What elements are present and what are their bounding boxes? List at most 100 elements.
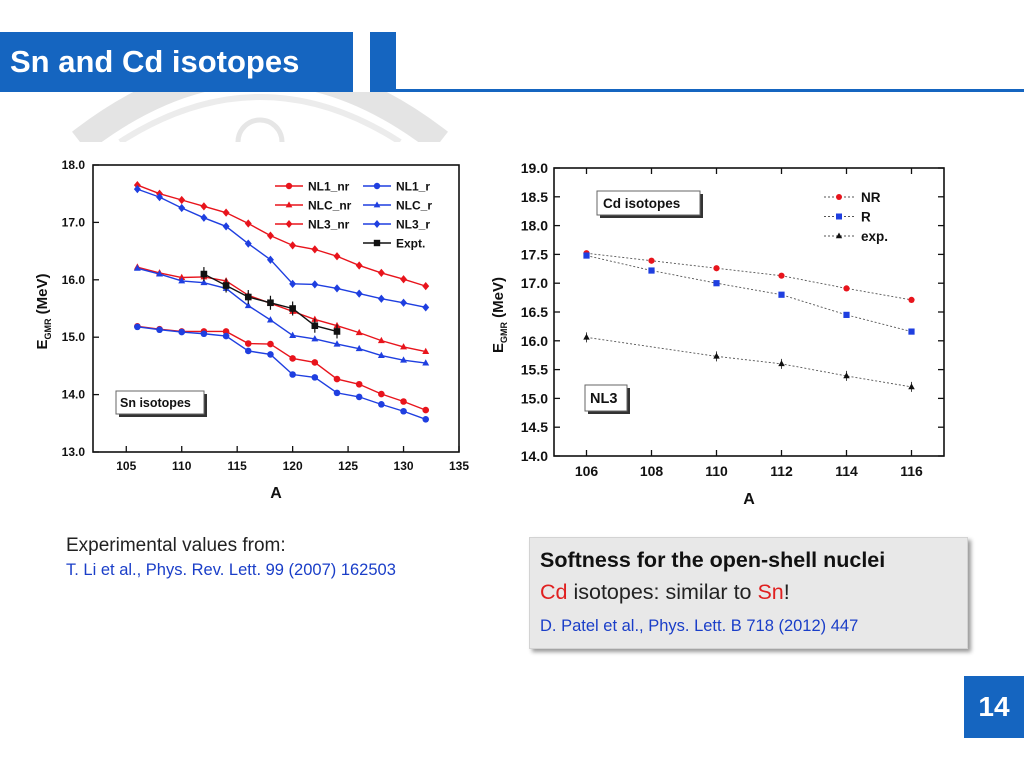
- data-point: [908, 328, 915, 335]
- series-nl3-nr: [133, 180, 430, 291]
- data-point: [267, 299, 274, 307]
- title-underline: [396, 89, 1024, 92]
- y-tick-label: 18.5: [521, 189, 548, 205]
- y-axis-label: EGMR (MeV): [34, 273, 53, 349]
- data-point: [200, 330, 208, 338]
- x-axis-label: A: [270, 485, 282, 502]
- data-point: [355, 261, 363, 270]
- data-point: [222, 208, 230, 217]
- data-point: [377, 351, 385, 359]
- data-point: [843, 285, 850, 292]
- y-tick-label: 16.0: [62, 273, 86, 287]
- legend-label: NL3_nr: [308, 218, 350, 232]
- data-point: [333, 389, 341, 397]
- note-reference: D. Patel et al., Phys. Lett. B 718 (2012…: [540, 617, 859, 635]
- series-nl3-r: [133, 184, 430, 312]
- annotation-text: Sn isotopes: [120, 396, 191, 410]
- data-point: [843, 372, 850, 379]
- sn-annotation: Sn isotopes: [115, 390, 207, 417]
- data-point: [289, 241, 297, 250]
- note-sn: Sn: [757, 580, 784, 604]
- series-line: [586, 255, 912, 333]
- y-tick-label: 15.0: [521, 390, 548, 406]
- x-tick-label: 108: [640, 463, 664, 479]
- note-middle: isotopes: similar to: [567, 580, 758, 604]
- cd-isotopes-chart: 14.0 14.5 15.0 15.5 16.0 16.5 17.0 17.5 18.0 18.5…: [490, 160, 945, 508]
- legend-marker: [836, 213, 842, 220]
- data-point: [778, 272, 785, 279]
- y-axis-label-unit: (MeV): [490, 277, 507, 322]
- y-axis-label-main: E: [490, 343, 507, 353]
- series-nr: [583, 250, 915, 304]
- data-point: [583, 333, 590, 340]
- data-point: [400, 356, 408, 363]
- annotation-box: [115, 390, 205, 415]
- data-point: [377, 294, 385, 303]
- data-point: [311, 374, 319, 381]
- data-point: [156, 326, 163, 334]
- data-point: [377, 336, 385, 344]
- experimental-reference: T. Li et al., Phys. Rev. Lett. 99 (2007)…: [66, 561, 396, 579]
- series-r: [583, 252, 915, 335]
- data-point: [222, 222, 230, 231]
- data-point: [422, 347, 430, 355]
- data-point: [133, 184, 141, 194]
- title-accent-block: [370, 32, 396, 92]
- data-point: [222, 282, 230, 289]
- data-point: [778, 360, 785, 367]
- data-point: [266, 316, 274, 323]
- data-point: [333, 284, 341, 293]
- data-point: [222, 332, 230, 340]
- note-end: !: [783, 580, 790, 604]
- y-tick-label: 14.0: [62, 388, 86, 402]
- data-point: [400, 398, 407, 405]
- legend-label: NL1_nr: [308, 180, 350, 194]
- data-point: [713, 280, 720, 287]
- data-point: [333, 328, 341, 335]
- data-point: [200, 213, 208, 222]
- y-tick-label: 13.0: [62, 445, 86, 459]
- series-line: [137, 184, 426, 287]
- data-point: [378, 390, 385, 398]
- series-nl1-r: [134, 323, 430, 423]
- data-point: [244, 239, 252, 248]
- data-point: [355, 380, 363, 388]
- x-tick-label: 114: [835, 463, 858, 479]
- data-point: [400, 407, 407, 415]
- series-line: [137, 267, 426, 364]
- data-point: [200, 270, 208, 278]
- x-tick-label: 135: [449, 459, 469, 473]
- annotation-box: [584, 384, 628, 412]
- y-axis-label: EGMR (MeV): [490, 277, 509, 353]
- legend-label: exp.: [861, 229, 888, 244]
- y-tick-label: 18.0: [62, 158, 86, 172]
- annotation-text: NL3: [590, 391, 617, 407]
- data-point: [908, 383, 915, 390]
- y-tick-label: 17.0: [62, 215, 86, 229]
- data-point: [311, 322, 319, 330]
- series-expt-: [200, 267, 341, 339]
- data-point: [377, 268, 385, 278]
- legend-label: NLC_nr: [308, 199, 352, 213]
- series-nlc-r: [133, 264, 430, 366]
- y-tick-label: 17.5: [521, 246, 548, 262]
- y-tick-label: 16.0: [521, 333, 548, 349]
- legend-marker: [373, 201, 381, 208]
- data-point: [422, 359, 430, 366]
- series-line: [586, 336, 912, 388]
- plot-frame: [92, 164, 460, 453]
- data-point: [178, 203, 186, 213]
- data-point: [244, 219, 252, 228]
- data-point: [178, 277, 186, 284]
- series-line: [137, 325, 426, 411]
- x-tick-label: 106: [575, 463, 599, 479]
- series-nlc-nr: [133, 263, 430, 355]
- cd-annotation: Cd isotopes: [596, 190, 703, 218]
- legend-label: NLC_r: [396, 199, 432, 213]
- data-point: [333, 252, 341, 261]
- data-point: [156, 193, 164, 202]
- data-point: [355, 289, 363, 298]
- x-tick-label: 116: [900, 463, 923, 479]
- data-point: [178, 328, 186, 336]
- legend-label: NR: [861, 190, 881, 205]
